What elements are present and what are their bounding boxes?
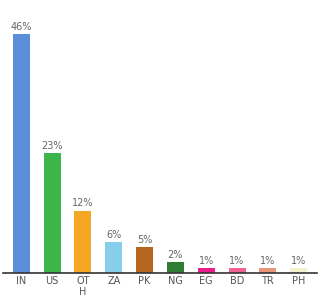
Text: 1%: 1% [260,256,276,266]
Text: 1%: 1% [199,256,214,266]
Bar [136,247,153,273]
Text: 12%: 12% [72,198,94,208]
Bar [228,268,245,273]
Text: 23%: 23% [41,141,63,151]
Bar [260,268,276,273]
Bar [44,153,60,273]
Bar [167,262,184,273]
Bar [75,211,92,273]
Text: 1%: 1% [229,256,245,266]
Text: 6%: 6% [106,230,121,240]
Text: 2%: 2% [168,250,183,260]
Bar [13,34,30,273]
Bar [290,268,307,273]
Bar [105,242,122,273]
Text: 5%: 5% [137,235,152,245]
Text: 1%: 1% [291,256,306,266]
Text: 46%: 46% [11,22,32,32]
Bar [198,268,215,273]
